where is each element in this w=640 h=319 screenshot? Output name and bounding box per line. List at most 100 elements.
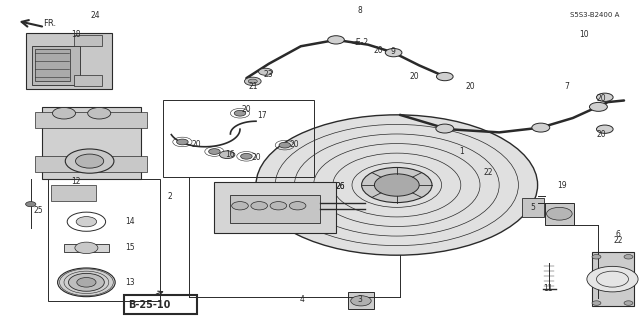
Circle shape [589,102,607,111]
Circle shape [532,123,550,132]
Text: 20: 20 [373,46,383,55]
Text: 12: 12 [72,177,81,186]
Bar [230,195,320,223]
Text: 26: 26 [336,182,346,191]
Text: 24: 24 [91,11,100,20]
Bar [545,203,574,225]
Text: 21: 21 [248,82,258,91]
Circle shape [374,174,419,196]
Circle shape [88,108,111,119]
Bar [74,75,102,86]
Text: 5: 5 [530,204,535,212]
Circle shape [248,79,257,84]
Text: ◄E-2: ◄E-2 [351,38,369,47]
Text: 9: 9 [390,47,396,56]
Text: FR.: FR. [44,19,57,28]
Circle shape [436,72,453,81]
Text: 3: 3 [357,295,362,304]
Text: 1: 1 [460,147,464,156]
Text: 11: 11 [543,284,552,293]
Circle shape [77,278,96,287]
Bar [74,35,102,46]
Bar [51,185,96,201]
Text: 2: 2 [168,192,172,201]
Text: 22: 22 [483,168,493,177]
Circle shape [362,167,432,203]
Text: 17: 17 [257,111,267,120]
Circle shape [177,139,188,145]
Text: 16: 16 [225,150,235,159]
Bar [42,107,141,179]
Circle shape [26,202,36,207]
Circle shape [385,48,402,57]
Text: 26: 26 [335,182,345,191]
Text: 7: 7 [564,82,570,91]
Circle shape [220,151,235,159]
Circle shape [65,149,114,173]
Bar [348,292,374,309]
Text: 20: 20 [466,82,476,91]
Text: S5S3-B2400 A: S5S3-B2400 A [570,12,620,18]
Circle shape [547,207,572,220]
Text: 4: 4 [300,295,305,304]
Text: 20: 20 [596,94,606,103]
Circle shape [75,242,98,254]
Circle shape [328,36,344,44]
Text: 14: 14 [125,217,134,226]
Circle shape [259,68,273,75]
Circle shape [234,110,246,116]
Text: 20: 20 [290,140,300,149]
Text: 6: 6 [616,230,621,239]
Circle shape [251,202,268,210]
Text: 15: 15 [125,243,134,252]
Circle shape [244,77,261,85]
Bar [124,295,197,314]
Circle shape [624,255,633,259]
Circle shape [270,202,287,210]
Circle shape [209,149,220,154]
Circle shape [436,124,454,133]
Bar [35,112,147,128]
Bar [26,33,112,89]
Text: B-25-10: B-25-10 [128,300,170,310]
Circle shape [241,153,252,159]
Bar [522,198,544,217]
Circle shape [592,301,601,305]
Text: 25: 25 [33,206,43,215]
Text: 20: 20 [192,140,202,149]
Text: 20: 20 [410,72,419,81]
Bar [64,244,109,252]
Text: 20: 20 [252,153,261,162]
Circle shape [256,115,538,255]
Bar [35,49,70,81]
Text: 8: 8 [357,6,362,15]
Circle shape [68,273,104,291]
Circle shape [232,202,248,210]
Bar [214,182,336,233]
Circle shape [624,301,633,305]
Circle shape [76,154,104,168]
Bar [592,252,634,306]
Text: 13: 13 [125,278,134,287]
Circle shape [58,268,115,297]
Text: 19: 19 [557,181,566,190]
Text: 20: 20 [596,130,606,139]
Circle shape [52,108,76,119]
Text: 10: 10 [579,30,589,39]
Circle shape [596,125,613,133]
Circle shape [351,296,371,306]
Text: 20: 20 [242,105,252,114]
Text: 22: 22 [613,236,623,245]
Circle shape [587,266,638,292]
Circle shape [289,202,306,210]
Circle shape [76,217,97,227]
Bar [32,46,80,85]
Circle shape [592,255,601,259]
Circle shape [596,93,613,101]
Bar [35,156,147,172]
Text: 23: 23 [264,70,273,78]
Circle shape [279,142,291,148]
Bar [163,100,314,177]
Text: 18: 18 [72,30,81,39]
Bar [48,179,160,301]
